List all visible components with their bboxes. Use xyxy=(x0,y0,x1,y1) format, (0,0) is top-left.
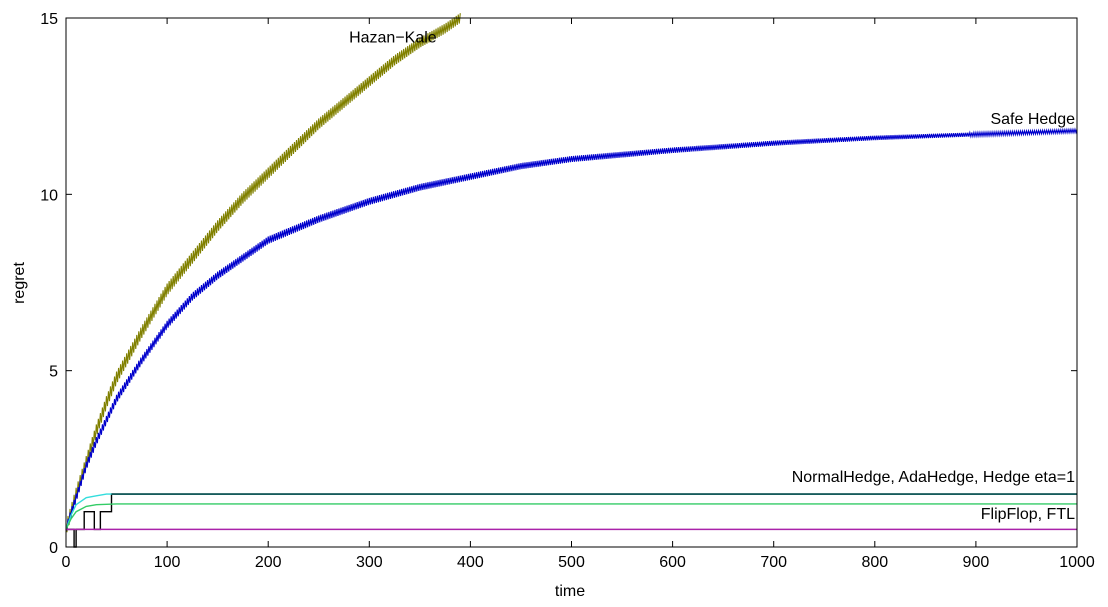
x-axis-label: time xyxy=(555,583,585,600)
x-tick-label: 200 xyxy=(255,554,282,571)
tick-layer: 0 100 200 300 400 500 600 700 800 900 1000 0 5 10 15 xyxy=(40,11,1095,571)
x-tick-label: 500 xyxy=(558,554,585,571)
series-line-4 xyxy=(65,503,1077,530)
x-tick-label: 100 xyxy=(154,554,181,571)
y-axis-label: regret xyxy=(11,262,28,304)
series-annotation: Hazan−Kale xyxy=(349,30,437,47)
x-tick-label: 900 xyxy=(963,554,990,571)
y-tick-label: 0 xyxy=(49,540,58,557)
axes xyxy=(65,17,1078,548)
series-line-0 xyxy=(65,13,461,533)
series-line-2 xyxy=(66,493,1077,548)
x-tick-label: 0 xyxy=(62,554,71,571)
x-tick-label: 300 xyxy=(356,554,383,571)
series-line-3 xyxy=(65,493,1077,530)
series-annotation: NormalHedge, AdaHedge, Hedge eta=1 xyxy=(792,469,1075,486)
plot-frame xyxy=(65,17,1078,548)
series-line-1 xyxy=(65,127,1078,531)
series-annotation: Safe Hedge xyxy=(990,111,1075,128)
x-tick-label: 400 xyxy=(457,554,484,571)
x-tick-label: 600 xyxy=(659,554,686,571)
x-tick-label: 700 xyxy=(760,554,787,571)
annotation-layer: Hazan−Kale Safe Hedge NormalHedge, AdaHedg… xyxy=(349,30,1075,523)
x-tick-label: 1000 xyxy=(1059,554,1095,571)
y-tick-label: 15 xyxy=(40,11,58,28)
series-layer xyxy=(65,13,1078,548)
y-tick-label: 5 xyxy=(49,364,58,381)
series-annotation: FlipFlop, FTL xyxy=(981,506,1075,523)
x-tick-label: 800 xyxy=(861,554,888,571)
y-tick-label: 10 xyxy=(40,187,58,204)
